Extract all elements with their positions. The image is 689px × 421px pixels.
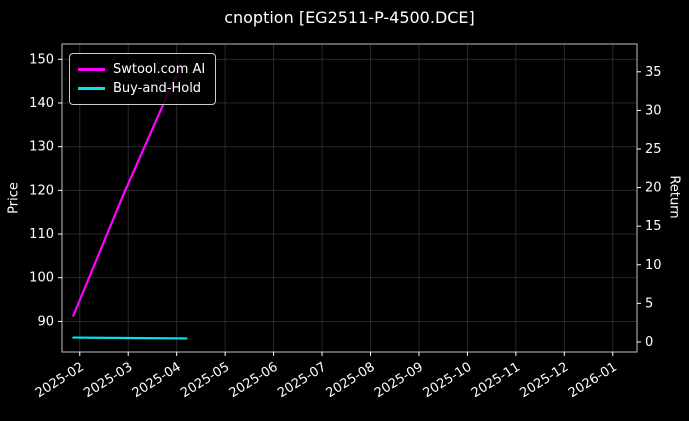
legend-swatch-swtool-ai bbox=[78, 68, 105, 71]
svg-text:90: 90 bbox=[37, 314, 54, 329]
legend-item-swtool-ai: Swtool.com AI bbox=[78, 60, 205, 79]
svg-text:2025-10: 2025-10 bbox=[421, 360, 475, 402]
svg-text:35: 35 bbox=[645, 65, 662, 80]
svg-text:2025-07: 2025-07 bbox=[275, 360, 329, 402]
svg-text:20: 20 bbox=[645, 181, 662, 196]
svg-text:130: 130 bbox=[29, 140, 54, 155]
svg-text:2025-02: 2025-02 bbox=[33, 360, 87, 402]
legend-swatch-buy-and-hold bbox=[78, 87, 105, 90]
svg-text:15: 15 bbox=[645, 219, 662, 234]
svg-text:2025-05: 2025-05 bbox=[178, 360, 232, 402]
svg-text:2025-03: 2025-03 bbox=[81, 360, 135, 402]
svg-text:5: 5 bbox=[645, 296, 653, 311]
svg-text:2025-08: 2025-08 bbox=[324, 360, 378, 402]
legend-label-swtool-ai: Swtool.com AI bbox=[113, 62, 206, 77]
svg-text:0: 0 bbox=[645, 335, 653, 350]
y-axis-label-return: Return bbox=[666, 175, 682, 219]
svg-text:2026-01: 2026-01 bbox=[566, 360, 620, 402]
legend-item-buy-and-hold: Buy-and-Hold bbox=[78, 79, 205, 98]
svg-text:2025-12: 2025-12 bbox=[517, 360, 571, 402]
svg-text:150: 150 bbox=[29, 52, 54, 67]
svg-text:140: 140 bbox=[29, 96, 54, 111]
svg-text:2025-04: 2025-04 bbox=[130, 360, 184, 402]
svg-text:110: 110 bbox=[29, 227, 54, 242]
svg-text:2025-06: 2025-06 bbox=[227, 360, 281, 402]
svg-text:120: 120 bbox=[29, 183, 54, 198]
chart-title: cnoption [EG2511-P-4500.DCE] bbox=[224, 8, 475, 27]
legend-label-buy-and-hold: Buy-and-Hold bbox=[113, 81, 202, 96]
svg-text:100: 100 bbox=[29, 271, 54, 286]
svg-text:25: 25 bbox=[645, 142, 662, 157]
y-axis-label-price: Price bbox=[6, 182, 22, 214]
svg-text:10: 10 bbox=[645, 258, 662, 273]
svg-text:30: 30 bbox=[645, 103, 662, 118]
legend: Swtool.com AI Buy-and-Hold bbox=[69, 53, 217, 105]
svg-text:2025-11: 2025-11 bbox=[469, 360, 523, 402]
svg-text:2025-09: 2025-09 bbox=[372, 360, 426, 402]
